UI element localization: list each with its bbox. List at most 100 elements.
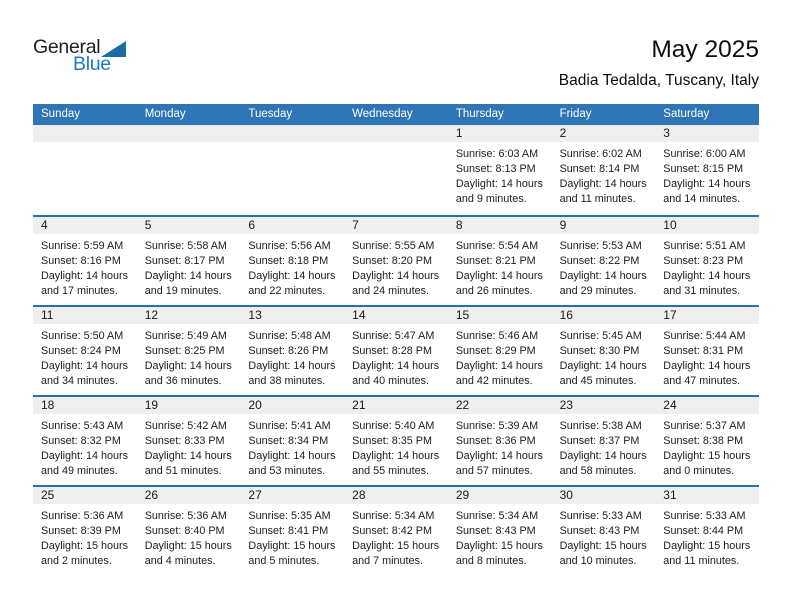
day-cell-7: 7 Sunrise: 5:55 AM Sunset: 8:20 PM Daylight… [344,217,448,305]
sunset-text: Sunset: 8:32 PM [41,435,121,447]
day-cell-15: 15 Sunrise: 5:46 AM Sunset: 8:29 PM Dayligh… [447,307,552,395]
weekday-header-saturday: Saturday [663,108,710,120]
sunset-text: Sunset: 8:36 PM [455,435,536,447]
day-cell-empty [344,125,448,215]
sunrise-text: Sunrise: 5:46 AM [455,330,539,342]
sunset-text: Sunset: 8:15 PM [663,163,744,175]
day-details: Sunrise: 5:48 AM Sunset: 8:26 PM Daylight:… [240,324,344,389]
logo-text-general: General [33,36,101,58]
daylight-text-line2: and 5 minutes. [248,555,320,567]
day-details: Sunrise: 5:47 AM Sunset: 8:28 PM Daylight:… [344,324,448,389]
sunrise-text: Sunrise: 5:49 AM [144,330,227,342]
day-cell-6: 6 Sunrise: 5:56 AM Sunset: 8:18 PM Daylight… [240,217,345,305]
calendar-weeks: 1 Sunrise: 6:03 AM Sunset: 8:13 PM Daylight… [33,125,759,575]
day-details: Sunrise: 5:53 AM Sunset: 8:22 PM Daylight:… [552,234,656,299]
daylight-text-line2: and 19 minutes. [144,285,222,297]
day-details: Sunrise: 5:43 AM Sunset: 8:32 PM Daylight:… [33,414,137,479]
day-number: 20 [248,398,262,412]
sunrise-text: Sunrise: 6:02 AM [559,148,642,160]
sunrise-text: Sunrise: 5:50 AM [41,330,124,342]
daylight-text-line2: and 34 minutes. [41,375,118,387]
day-number-band: 31 [655,487,759,504]
sunset-text: Sunset: 8:44 PM [663,525,744,537]
day-cell-17: 17 Sunrise: 5:44 AM Sunset: 8:31 PM Dayligh… [655,307,759,395]
daylight-text-line1: Daylight: 14 hours [41,360,129,372]
sunrise-text: Sunrise: 5:43 AM [41,420,124,432]
day-number: 16 [559,308,573,322]
sunrise-text: Sunrise: 5:47 AM [352,330,435,342]
day-number-band: 10 [655,217,759,234]
daylight-text-line1: Daylight: 14 hours [559,270,647,282]
day-cell-1: 1 Sunrise: 6:03 AM Sunset: 8:13 PM Daylight… [447,125,552,215]
daylight-text-line1: Daylight: 14 hours [559,450,647,462]
daylight-text-line2: and 0 minutes. [663,465,735,477]
day-number-band: 25 [33,487,137,504]
daylight-text-line2: and 4 minutes. [144,555,216,567]
sunset-text: Sunset: 8:39 PM [41,525,121,537]
day-number: 19 [144,398,159,412]
day-details: Sunrise: 5:38 AM Sunset: 8:37 PM Daylight:… [552,414,656,479]
day-number: 23 [559,398,573,412]
daylight-text-line2: and 42 minutes. [455,375,533,387]
daylight-text-line2: and 24 minutes. [352,285,429,297]
title-block: May 2025 Badia Tedalda, Tuscany, Italy [559,36,759,90]
weekday-header-tuesday: Tuesday [248,108,293,120]
sunset-text: Sunset: 8:20 PM [352,255,432,267]
daylight-text-line1: Daylight: 15 hours [248,540,336,552]
day-cell-10: 10 Sunrise: 5:51 AM Sunset: 8:23 PM Dayligh… [655,217,759,305]
sunrise-text: Sunrise: 5:37 AM [663,420,746,432]
daylight-text-line2: and 11 minutes. [559,193,636,205]
daylight-text-line2: and 29 minutes. [559,285,637,297]
day-number-band: 9 [551,217,656,234]
day-details: Sunrise: 5:59 AM Sunset: 8:16 PM Daylight:… [33,234,137,299]
day-number: 21 [352,398,366,412]
sunset-text: Sunset: 8:24 PM [41,345,121,357]
sunrise-text: Sunrise: 5:34 AM [455,510,539,522]
sunrise-text: Sunrise: 5:34 AM [352,510,435,522]
sunrise-text: Sunrise: 5:45 AM [559,330,642,342]
sunrise-text: Sunrise: 5:42 AM [144,420,227,432]
logo-text-blue: Blue [73,52,111,75]
sunrise-text: Sunrise: 5:40 AM [352,420,435,432]
daylight-text-line1: Daylight: 14 hours [144,360,232,372]
week-row-2: 4 Sunrise: 5:59 AM Sunset: 8:16 PM Daylight… [33,215,759,305]
day-number-band: 11 [33,307,137,324]
daylight-text-line2: and 38 minutes. [248,375,326,387]
sunset-text: Sunset: 8:25 PM [144,345,225,357]
day-cell-20: 20 Sunrise: 5:41 AM Sunset: 8:34 PM Dayligh… [240,397,345,485]
daylight-text-line1: Daylight: 14 hours [455,360,543,372]
day-cell-27: 27 Sunrise: 5:35 AM Sunset: 8:41 PM Dayligh… [240,487,345,575]
daylight-text-line1: Daylight: 14 hours [352,360,440,372]
sunset-text: Sunset: 8:22 PM [559,255,640,267]
daylight-text-line1: Daylight: 14 hours [352,270,440,282]
weekday-header-monday: Monday [144,108,186,120]
day-cell-19: 19 Sunrise: 5:42 AM Sunset: 8:33 PM Dayligh… [136,397,241,485]
sunset-text: Sunset: 8:38 PM [663,435,744,447]
day-number-band: 28 [344,487,448,504]
day-number-band: 5 [136,217,241,234]
day-number: 26 [144,488,159,502]
daylight-text-line2: and 26 minutes. [455,285,533,297]
sunset-text: Sunset: 8:13 PM [455,163,536,175]
daylight-text-line2: and 14 minutes. [663,193,741,205]
day-number-band: 23 [551,397,656,414]
day-number: 27 [248,488,262,502]
day-details: Sunrise: 6:03 AM Sunset: 8:13 PM Daylight:… [448,142,552,207]
sunset-text: Sunset: 8:14 PM [559,163,640,175]
day-details: Sunrise: 6:02 AM Sunset: 8:14 PM Daylight:… [552,142,656,207]
day-cell-11: 11 Sunrise: 5:50 AM Sunset: 8:24 PM Dayligh… [33,307,137,395]
daylight-text-line2: and 58 minutes. [559,465,637,477]
day-number: 7 [352,218,359,232]
day-details: Sunrise: 5:39 AM Sunset: 8:36 PM Daylight:… [448,414,552,479]
day-cell-empty [33,125,137,215]
day-number-band: 8 [447,217,552,234]
sunset-text: Sunset: 8:34 PM [248,435,329,447]
day-number-band: 3 [655,125,759,142]
day-details: Sunrise: 5:58 AM Sunset: 8:17 PM Daylight:… [137,234,241,299]
day-number-band: 26 [136,487,241,504]
day-number: 25 [41,488,55,502]
day-details: Sunrise: 5:35 AM Sunset: 8:41 PM Daylight:… [240,504,344,569]
logo-triangle-icon [101,40,127,57]
daylight-text-line2: and 2 minutes. [41,555,112,567]
week-row-1: 1 Sunrise: 6:03 AM Sunset: 8:13 PM Daylight… [33,125,759,215]
